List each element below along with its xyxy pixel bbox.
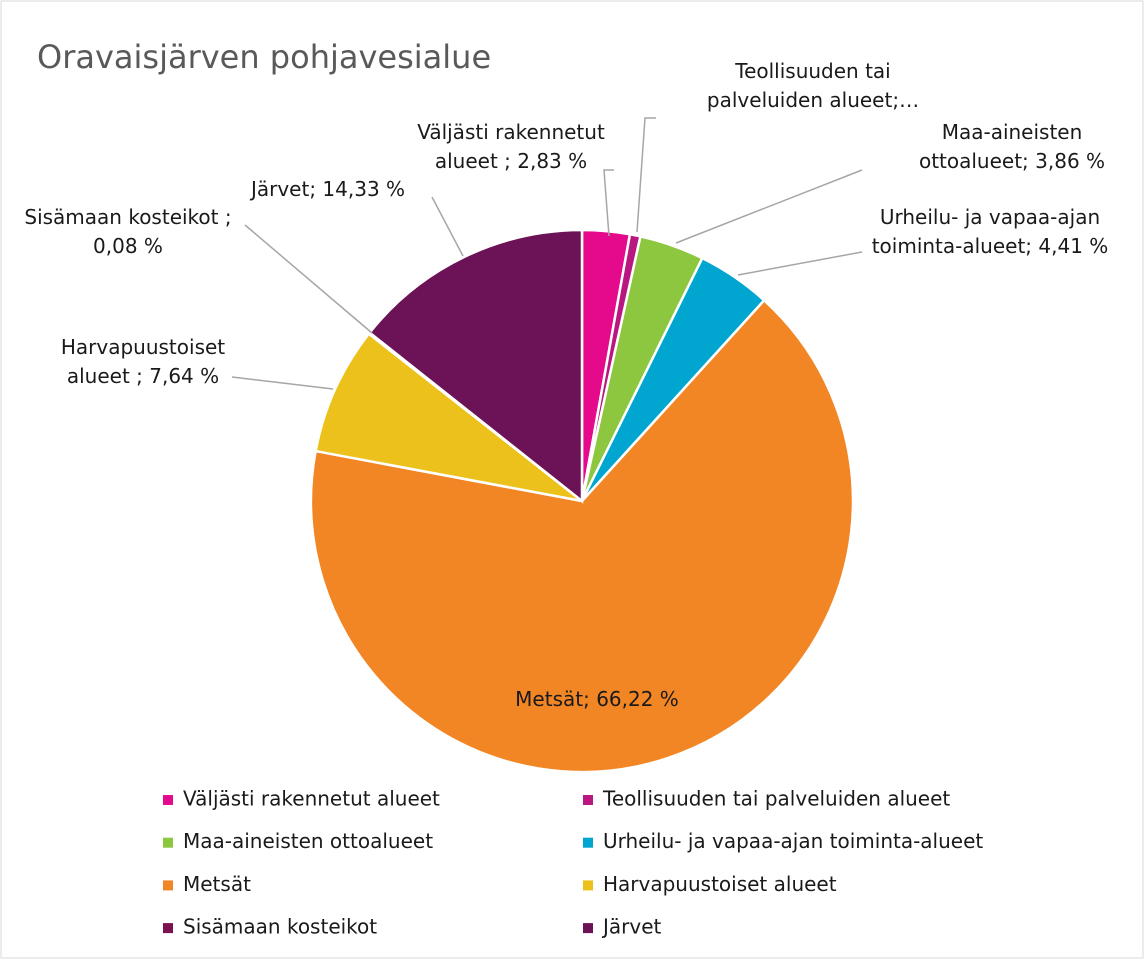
data-label: Sisämaan kosteikot ; 0,08 %: [24, 205, 231, 258]
legend-label: Järvet: [601, 915, 662, 939]
data-label: Urheilu- ja vapaa-ajan toiminta-alueet; 4…: [872, 205, 1109, 258]
data-label-line: ottoalueet; 3,86 %: [919, 149, 1105, 173]
legend-swatch: [583, 837, 593, 848]
legend-swatch: [583, 880, 593, 891]
data-label-line: toiminta-alueet; 4,41 %: [872, 234, 1109, 258]
legend-label: Harvapuustoiset alueet: [603, 872, 837, 896]
chart-title: Oravaisjärven pohjavesialue: [37, 38, 491, 76]
legend-label: Teollisuuden tai palveluiden alueet: [602, 787, 950, 811]
data-label-line: Metsät; 66,22 %: [515, 687, 679, 711]
leader-line: [231, 376, 334, 390]
data-label-line: Teollisuuden tai: [734, 59, 891, 83]
pie-slice: [367, 228, 584, 504]
data-label-line: Sisämaan kosteikot ;: [24, 205, 231, 229]
legend-swatch: [583, 795, 593, 805]
leader-line: [675, 169, 863, 244]
pie-slice: [314, 331, 583, 503]
leader-line: [244, 224, 373, 334]
data-label-line: Harvapuustoiset: [61, 335, 225, 359]
pie-slice: [309, 298, 855, 774]
leader-line: [737, 251, 863, 276]
legend-swatch: [163, 795, 173, 805]
data-label-line: Urheilu- ja vapaa-ajan: [880, 205, 1100, 229]
data-label-line: alueet ; 2,83 %: [435, 149, 587, 173]
data-label: Järvet; 14,33 %: [249, 177, 405, 201]
data-label: Maa-aineisten ottoalueet; 3,86 %: [919, 120, 1105, 173]
data-label-line: 0,08 %: [93, 234, 163, 258]
data-label-line: alueet ; 7,64 %: [67, 364, 219, 388]
legend-label: Sisämaan kosteikot: [183, 915, 377, 939]
data-label-line: Järvet; 14,33 %: [249, 177, 405, 201]
data-label: Väljästi rakennetut alueet ; 2,83 %: [417, 120, 605, 173]
legend-swatch: [163, 923, 173, 934]
legend-label: Metsät: [183, 872, 251, 896]
leader-line: [431, 196, 464, 257]
legend-label: Urheilu- ja vapaa-ajan toiminta-alueet: [603, 829, 983, 853]
legend-label: Maa-aineisten ottoalueet: [183, 829, 433, 853]
data-label: Metsät; 66,22 %: [515, 687, 679, 711]
data-label-line: Maa-aineisten: [942, 120, 1083, 144]
legend-swatch: [163, 837, 173, 848]
legend-swatch: [163, 880, 173, 891]
data-label: Teollisuuden tai palveluiden alueet;…: [707, 59, 919, 112]
leader-line: [636, 117, 656, 233]
legend-swatch: [583, 923, 593, 934]
leader-line: [603, 169, 614, 237]
data-label-line: Väljästi rakennetut: [417, 120, 605, 144]
data-label-line: palveluiden alueet;…: [707, 88, 919, 112]
data-label: Harvapuustoiset alueet ; 7,64 %: [61, 335, 225, 388]
legend-label: Väljästi rakennetut alueet: [183, 787, 440, 811]
